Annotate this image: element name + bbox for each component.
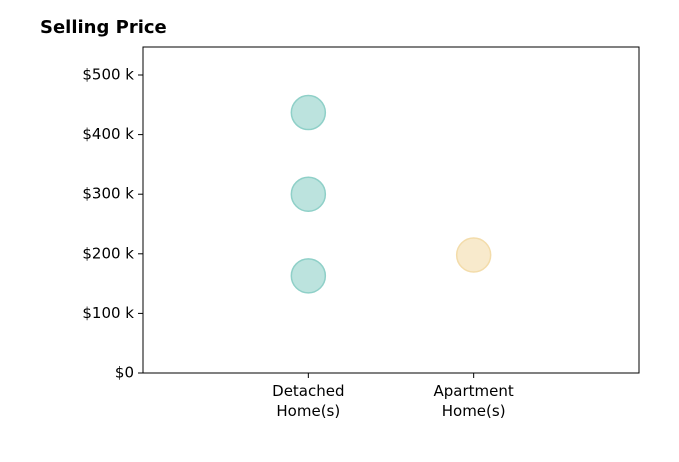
x-tick-label: Detached Home(s) xyxy=(272,382,345,420)
point xyxy=(455,237,492,273)
point xyxy=(290,176,327,212)
plot-frame xyxy=(142,46,640,374)
y-tick-label: $200 k xyxy=(82,244,134,262)
point xyxy=(290,258,327,294)
y-tick-label: $500 k xyxy=(82,66,134,84)
chart-title: Selling Price xyxy=(40,17,167,38)
y-tick-label: $300 k xyxy=(82,185,134,203)
y-tick-label: $0 xyxy=(115,364,134,382)
y-tick-label: $400 k xyxy=(82,125,134,143)
y-tick-label: $100 k xyxy=(82,304,134,322)
x-tick-label: Apartment Home(s) xyxy=(433,382,514,420)
point xyxy=(290,94,327,131)
